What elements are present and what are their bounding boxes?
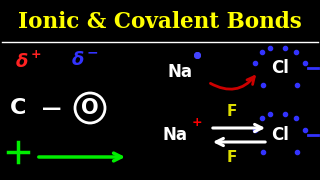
Text: +: + (31, 48, 41, 60)
Text: Ionic & Covalent Bonds: Ionic & Covalent Bonds (18, 11, 302, 33)
Text: Na: Na (163, 126, 188, 144)
Text: Cl: Cl (271, 59, 289, 77)
Text: F: F (227, 105, 237, 120)
Text: +: + (192, 116, 202, 129)
Text: δ: δ (16, 53, 28, 71)
Text: −: − (86, 45, 98, 59)
Text: Cl: Cl (271, 126, 289, 144)
Text: O: O (81, 98, 99, 118)
Text: —: — (42, 98, 62, 118)
Text: C: C (10, 98, 26, 118)
Text: F: F (227, 150, 237, 165)
FancyArrowPatch shape (211, 77, 254, 89)
Text: Na: Na (167, 63, 193, 81)
Text: δ: δ (72, 51, 84, 69)
